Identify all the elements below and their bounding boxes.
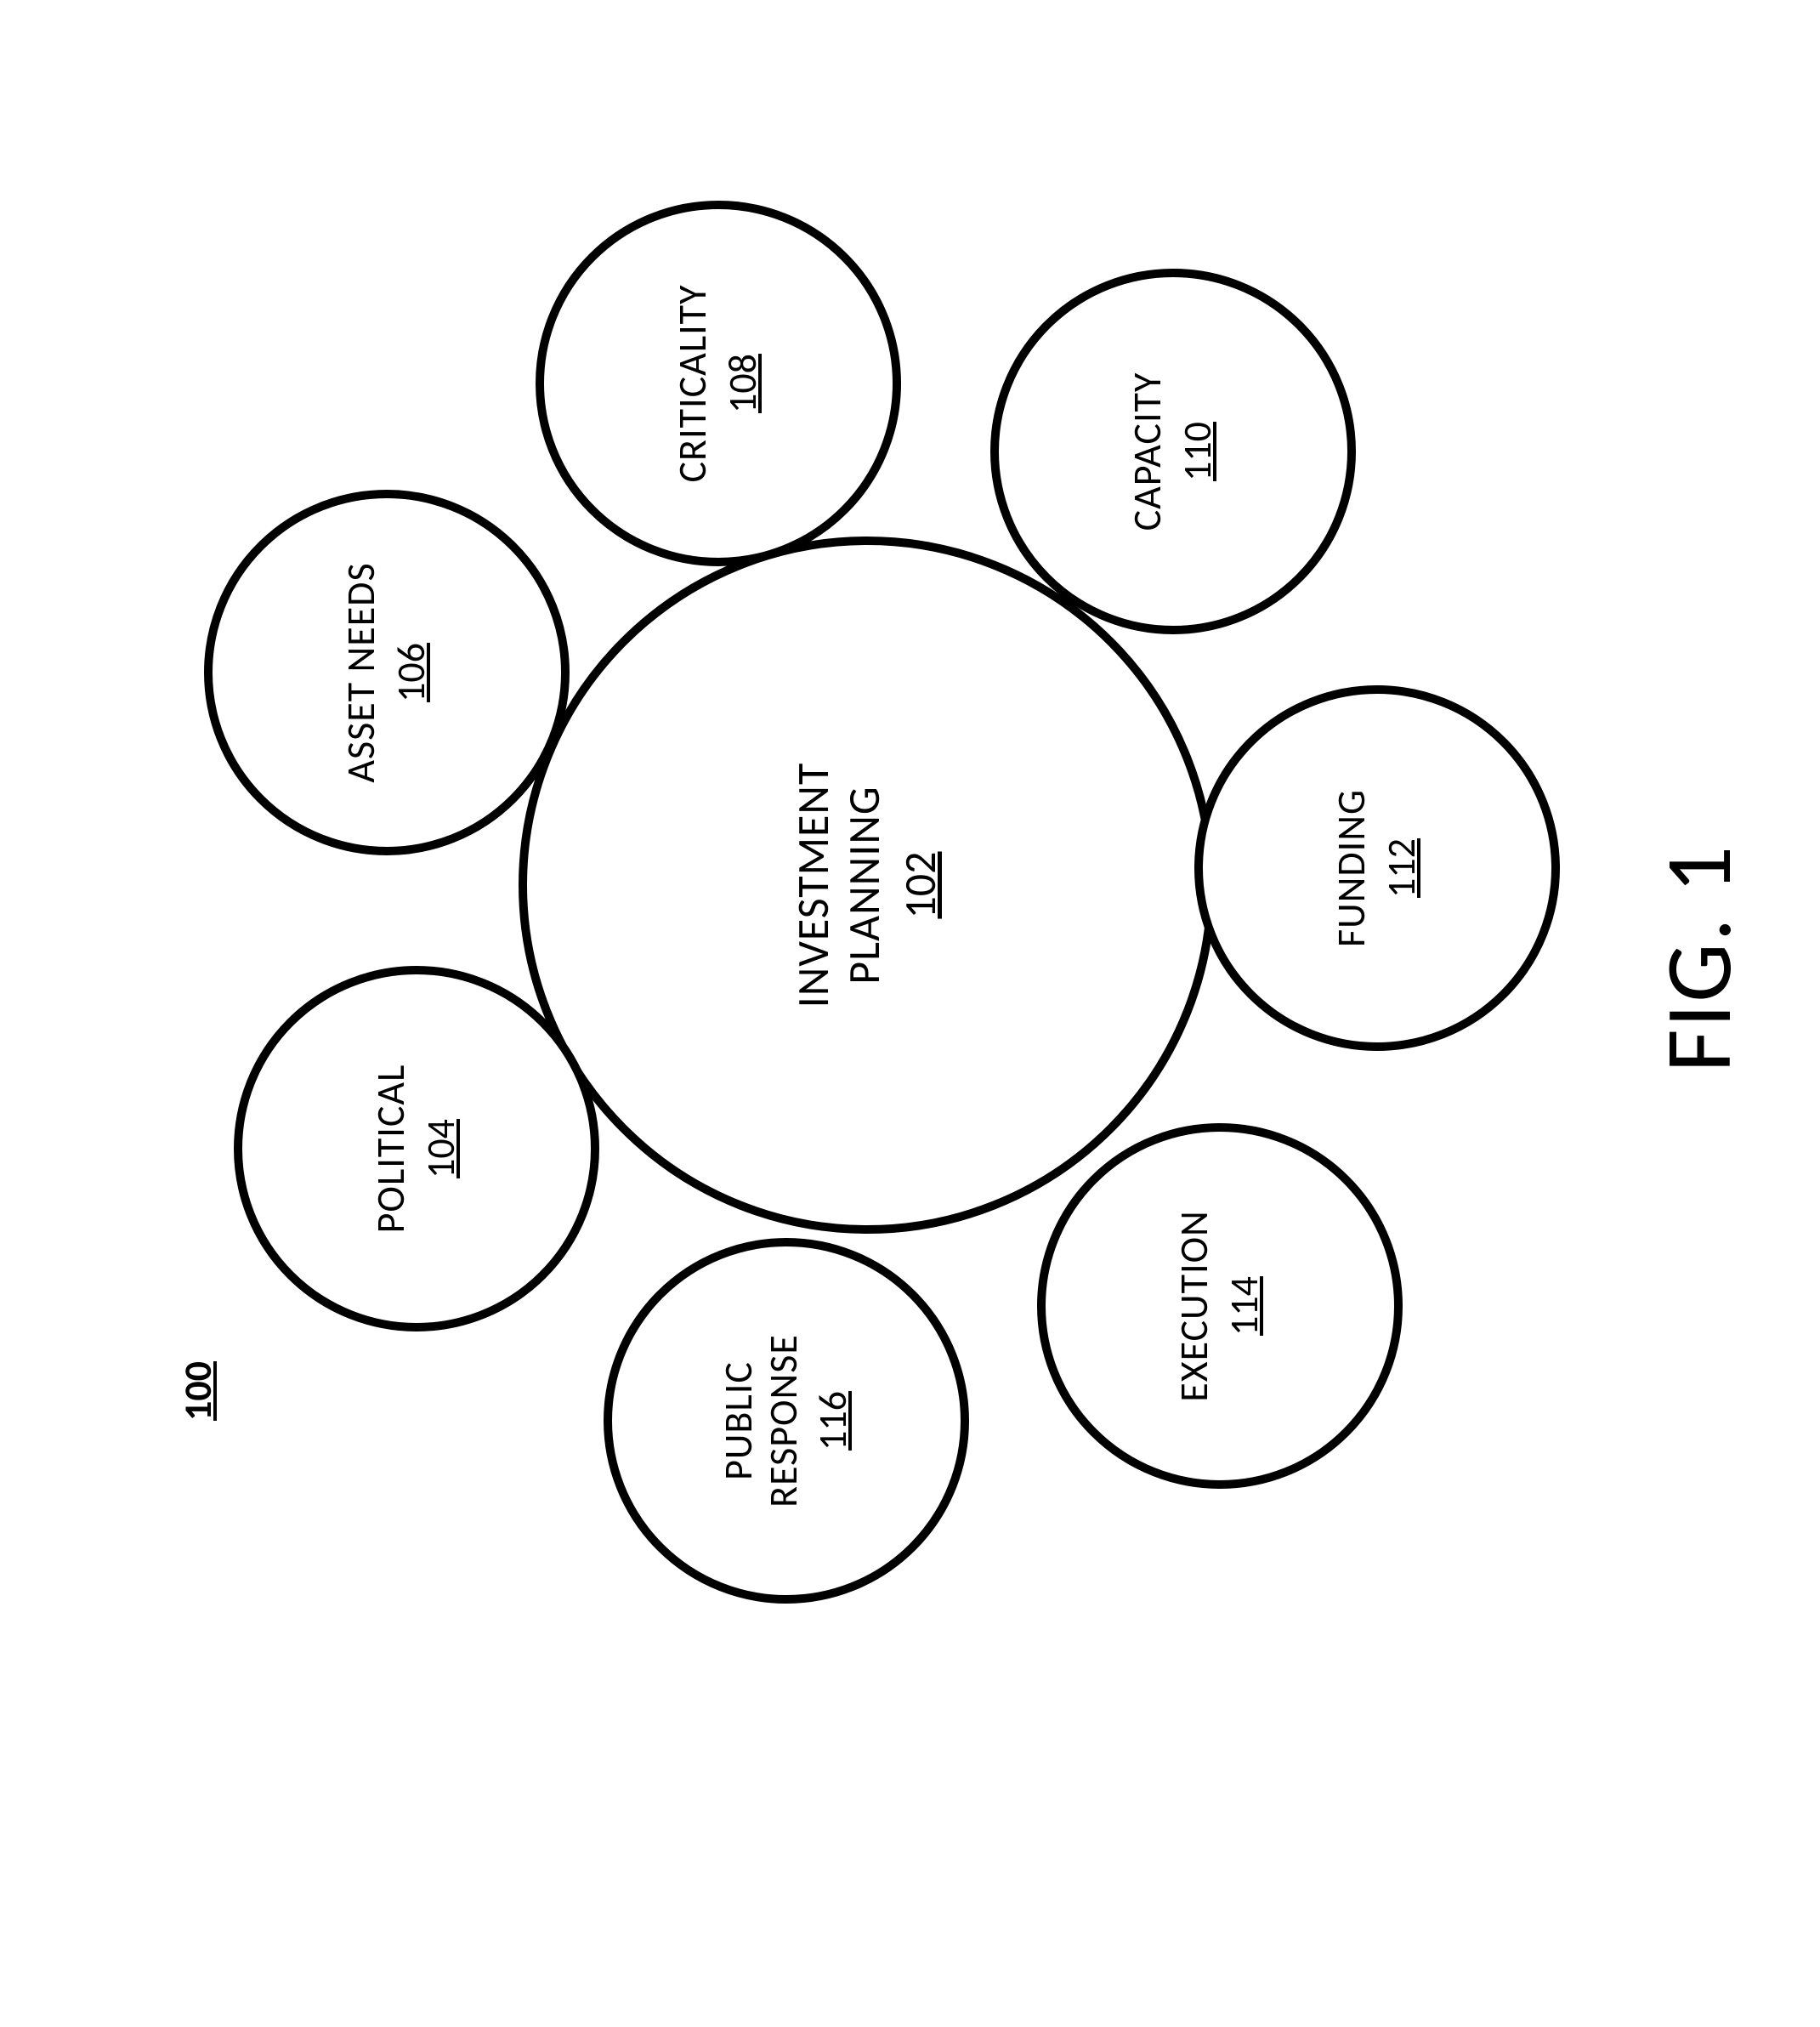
node-label: ASSET NEEDS	[339, 562, 384, 782]
node-number: 110	[1176, 422, 1221, 481]
node-political: POLITICAL 104	[234, 966, 599, 1331]
node-capacity: CAPACITY 110	[990, 269, 1356, 634]
node-number: 116	[811, 1391, 856, 1451]
node-label: CRITICALITY	[671, 285, 716, 483]
node-number: 112	[1380, 838, 1425, 898]
node-public-response: PUBLIC RESPONSE 116	[604, 1238, 969, 1604]
center-node-number: 102	[895, 851, 946, 918]
node-label: EXECUTION	[1172, 1210, 1217, 1401]
node-label: FUNDING	[1330, 789, 1375, 947]
node-criticality: CRITICALITY 108	[536, 201, 901, 566]
center-node-investment-planning: INVESTMENT PLANNING 102	[519, 537, 1216, 1234]
node-label-line2: RESPONSE	[762, 1334, 807, 1507]
diagram-stage: 100 INVESTMENT PLANNING 102 POLITICAL 10…	[0, 0, 1820, 1820]
node-asset-needs: ASSET NEEDS 106	[204, 490, 570, 855]
center-node-label-line2: PLANNING	[839, 786, 890, 984]
figure-caption: FIG. 1	[1641, 844, 1755, 1072]
node-label: CAPACITY	[1125, 372, 1171, 531]
node-number: 104	[419, 1119, 464, 1178]
node-number: 114	[1222, 1276, 1267, 1336]
node-execution: EXECUTION 114	[1037, 1123, 1403, 1489]
node-number: 106	[389, 643, 434, 702]
center-node-label-line1: INVESTMENT	[788, 763, 839, 1008]
node-number: 108	[721, 354, 766, 413]
figure-reference-number: 100	[174, 1361, 222, 1421]
node-label-line1: PUBLIC	[717, 1361, 762, 1480]
node-label: POLITICAL	[369, 1065, 414, 1234]
node-funding: FUNDING 112	[1194, 685, 1560, 1051]
